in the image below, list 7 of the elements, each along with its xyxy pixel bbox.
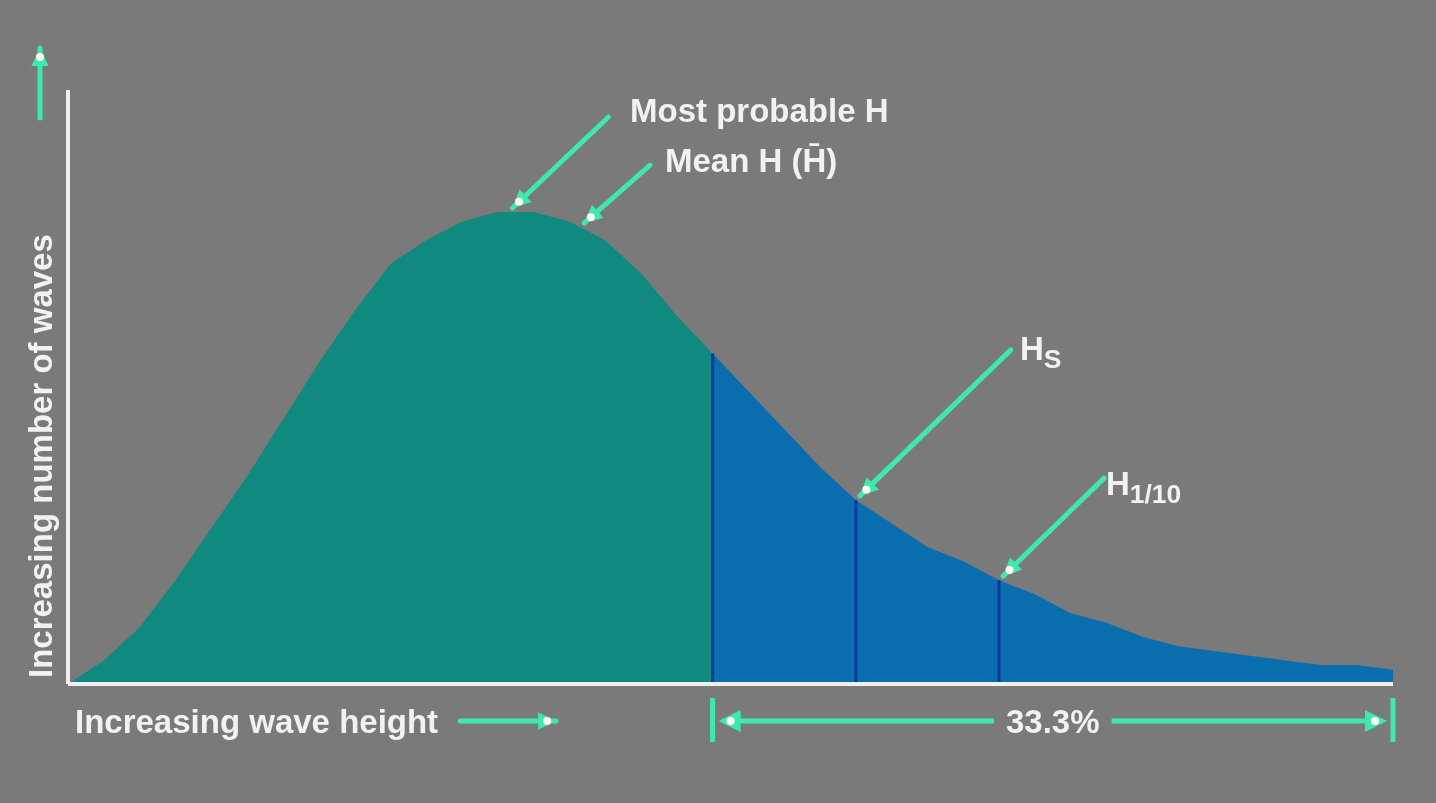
x-axis-title: Increasing wave height xyxy=(75,703,439,740)
annotation: H$_{S}$ xyxy=(1020,330,1062,374)
text: 33.3% xyxy=(1006,703,1100,740)
text: Most probable H xyxy=(630,92,889,129)
text: Mean H (H̄) xyxy=(665,142,838,179)
annotation: H$_{1/10}$ xyxy=(1106,465,1182,509)
y-axis-title: Increasing number of waves xyxy=(22,234,59,678)
